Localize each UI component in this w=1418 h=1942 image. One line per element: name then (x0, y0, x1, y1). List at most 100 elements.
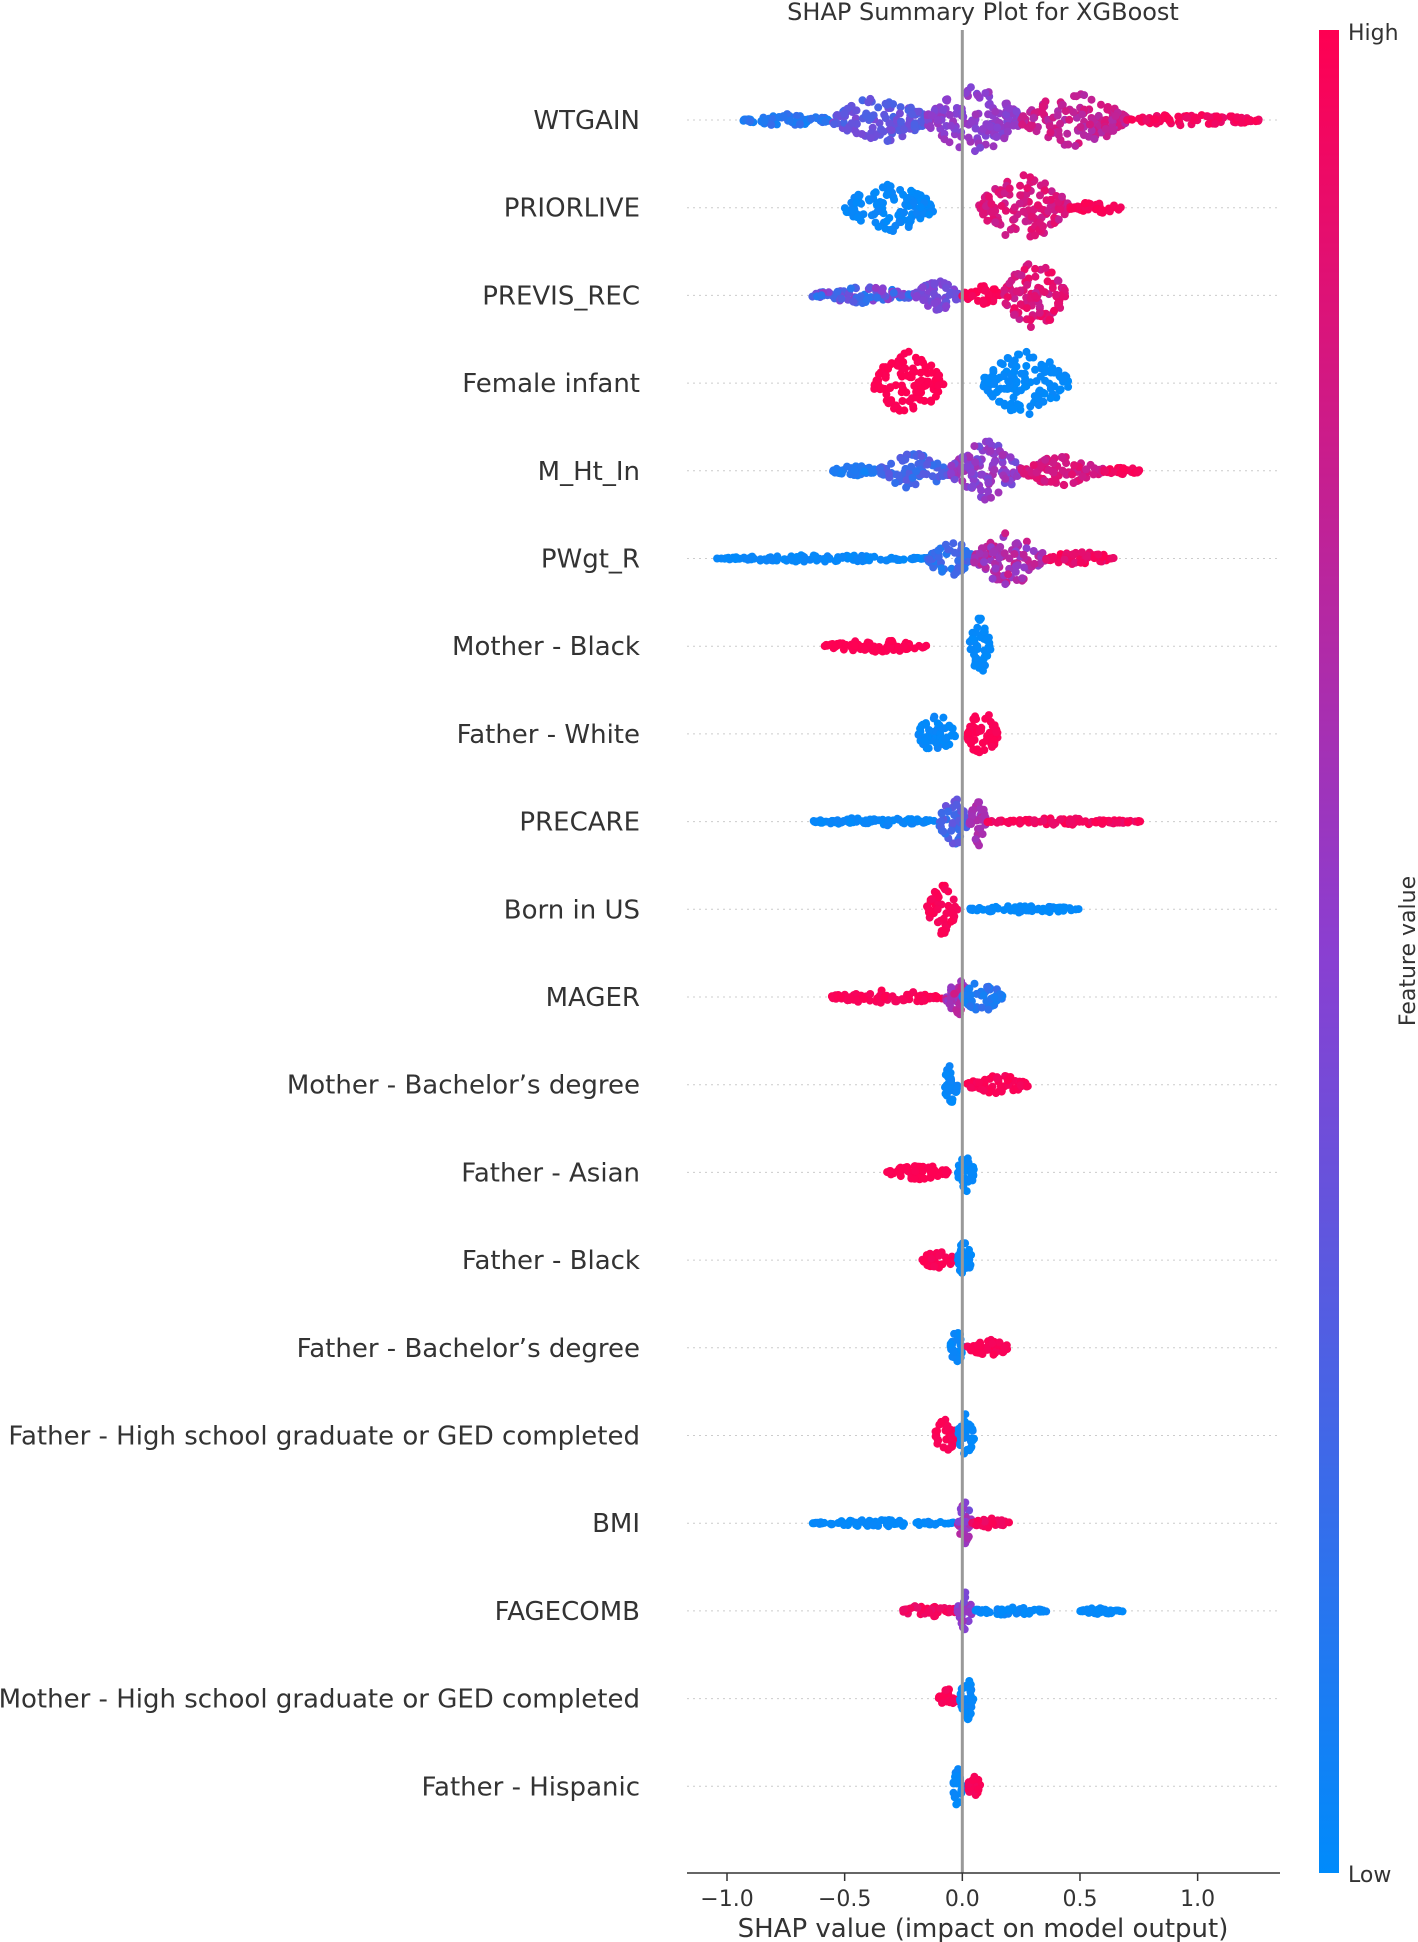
shap-point (899, 358, 908, 367)
shap-point (947, 983, 956, 992)
shap-point (866, 114, 875, 123)
shap-point (1042, 906, 1051, 915)
shap-point (895, 815, 904, 824)
shap-point (937, 817, 946, 826)
shap-point (1203, 112, 1212, 121)
shap-point (896, 103, 905, 112)
feature-label: PREVIS_REC (482, 281, 640, 311)
shap-point (933, 1435, 942, 1444)
shap-point (986, 122, 995, 131)
feature-label: Mother - Black (452, 632, 640, 662)
shap-point (1056, 385, 1065, 394)
shap-point (1045, 315, 1054, 324)
shap-point (978, 125, 987, 133)
shap-point (933, 719, 942, 728)
shap-point (942, 284, 950, 292)
shap-point (981, 89, 990, 98)
shap-point (1023, 184, 1032, 193)
shap-point (984, 1005, 993, 1014)
shap-point (933, 905, 942, 914)
shap-point (1000, 189, 1009, 198)
shap-point (918, 283, 927, 292)
shap-point (970, 442, 979, 451)
shap-point (1069, 479, 1078, 487)
shap-point (1054, 300, 1063, 309)
shap-point (954, 563, 963, 572)
shap-point (1009, 121, 1018, 130)
points-layer (713, 83, 1263, 1809)
shap-point (877, 384, 886, 393)
shap-point (1062, 459, 1071, 468)
shap-point (954, 838, 963, 847)
shap-point (934, 305, 943, 314)
shap-point (1048, 284, 1057, 292)
shap-point (837, 993, 846, 1002)
shap-point (967, 117, 976, 126)
shap-point (949, 539, 958, 548)
colorbar (1319, 30, 1339, 1873)
shap-point (932, 739, 941, 748)
shap-point (991, 564, 1000, 573)
shap-point (930, 712, 939, 721)
shap-point (1012, 287, 1021, 296)
shap-point (1030, 816, 1038, 825)
feature-label: Born in US (504, 895, 640, 925)
shap-point (947, 469, 955, 478)
shap-point (1031, 264, 1040, 273)
shap-point (954, 1517, 963, 1526)
shap-point (1064, 382, 1073, 391)
shap-point (871, 188, 880, 197)
shap-point (1040, 288, 1049, 297)
shap-point (968, 482, 977, 491)
shap-point (989, 206, 998, 215)
shap-point (992, 1074, 1001, 1083)
shap-point (945, 722, 954, 730)
x-tick-label: 0.0 (945, 1887, 980, 1912)
shap-point (911, 480, 920, 489)
shap-point (894, 471, 903, 480)
shap-point (954, 1608, 962, 1617)
shap-point (899, 555, 908, 564)
shap-point (1026, 402, 1035, 411)
shap-point (895, 1516, 904, 1525)
shap-point (857, 130, 866, 138)
shap-point (1031, 231, 1039, 240)
shap-point (927, 111, 936, 120)
shap-point (891, 479, 900, 487)
shap-point (844, 552, 853, 561)
shap-point (1010, 310, 1018, 319)
shap-point (992, 728, 1001, 737)
shap-point (967, 468, 976, 477)
shap-point (1010, 906, 1019, 915)
shap-point (1048, 468, 1057, 477)
shap-point (852, 198, 861, 207)
row-guides (687, 119, 1280, 1787)
shap-point (902, 476, 911, 485)
shap-point (1054, 215, 1063, 224)
shap-point (923, 902, 931, 911)
shap-point (919, 296, 928, 305)
shap-point (1058, 100, 1067, 109)
shap-point (933, 1427, 941, 1435)
shap-point (1011, 540, 1020, 549)
shap-point (818, 818, 827, 827)
shap-point (1045, 122, 1054, 131)
shap-point (934, 552, 943, 561)
shap-point (950, 811, 959, 820)
shap-point (1029, 461, 1038, 470)
shap-point (948, 909, 957, 918)
shap-point (1068, 470, 1077, 479)
shap-point (767, 556, 775, 565)
shap-point (1043, 277, 1052, 286)
shap-point (895, 218, 904, 226)
shap-point (971, 712, 980, 721)
shap-point (971, 1606, 980, 1615)
shap-point (898, 397, 907, 405)
shap-point (1005, 184, 1014, 193)
shap-point (942, 302, 951, 311)
shap-point (899, 996, 908, 1005)
shap-point (1060, 555, 1069, 564)
shap-point (1046, 394, 1055, 403)
shap-point (1001, 529, 1010, 538)
shap-point (911, 1167, 920, 1176)
